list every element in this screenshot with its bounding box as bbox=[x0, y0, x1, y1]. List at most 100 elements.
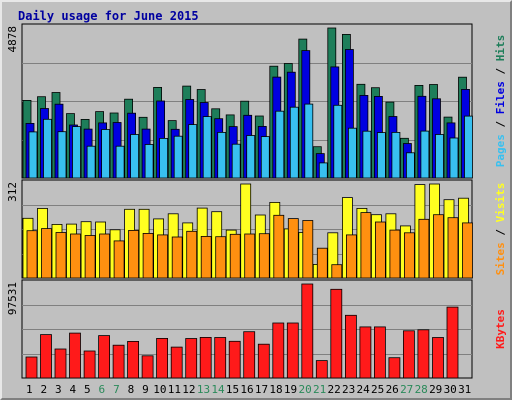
bar-kbytes-day-26 bbox=[388, 357, 401, 379]
bar-pages-day-16 bbox=[246, 135, 256, 179]
panel-visits_sites-legend: Sites / Visits bbox=[494, 183, 507, 276]
bar-pages-day-18 bbox=[275, 110, 285, 179]
bar-sites-day-16 bbox=[244, 233, 256, 279]
bar-sites-day-14 bbox=[215, 236, 227, 279]
x-tick-label-day-6: 6 bbox=[98, 383, 105, 396]
bar-pages-day-14 bbox=[217, 131, 227, 179]
x-tick-label-day-7: 7 bbox=[113, 383, 120, 396]
bar-sites-day-29 bbox=[433, 214, 444, 279]
bar-sites-day-3 bbox=[55, 232, 67, 279]
legend-sites: Sites bbox=[494, 242, 507, 275]
bar-pages-day-19 bbox=[289, 106, 299, 179]
bar-pages-day-31 bbox=[464, 115, 473, 179]
bar-pages-day-5 bbox=[86, 145, 96, 179]
bar-pages-day-27 bbox=[405, 152, 415, 179]
bar-kbytes-day-12 bbox=[185, 338, 198, 379]
x-tick-label-day-26: 26 bbox=[386, 383, 399, 396]
chart-title: Daily usage for June 2015 bbox=[18, 9, 199, 23]
bar-sites-day-17 bbox=[258, 233, 270, 279]
x-tick-label-day-18: 18 bbox=[269, 383, 282, 396]
bar-sites-day-2 bbox=[41, 228, 52, 279]
x-tick-label-day-20: 20 bbox=[298, 383, 311, 396]
bar-kbytes-day-27 bbox=[402, 330, 415, 379]
bar-kbytes-day-8 bbox=[127, 340, 139, 379]
bar-pages-day-24 bbox=[362, 130, 372, 179]
bar-pages-day-30 bbox=[449, 137, 459, 179]
legend-hits: Hits bbox=[494, 35, 507, 62]
panel-hits_files_pages-legend: Pages / Files / Hits bbox=[494, 35, 507, 168]
legend-separator: / bbox=[494, 222, 507, 242]
bar-sites-day-5 bbox=[84, 235, 96, 279]
bar-sites-day-15 bbox=[229, 233, 241, 279]
bar-sites-day-26 bbox=[389, 229, 401, 279]
x-tick-label-day-21: 21 bbox=[313, 383, 326, 396]
bar-pages-day-11 bbox=[173, 135, 183, 179]
x-tick-label-day-27: 27 bbox=[400, 383, 413, 396]
x-tick-label-day-15: 15 bbox=[226, 383, 239, 396]
x-tick-label-day-11: 11 bbox=[168, 383, 181, 396]
bar-kbytes-day-3 bbox=[54, 348, 67, 379]
bar-kbytes-day-16 bbox=[243, 331, 256, 379]
bar-pages-day-28 bbox=[420, 130, 430, 179]
bar-kbytes-day-15 bbox=[228, 340, 241, 379]
bar-kbytes-day-9 bbox=[141, 355, 154, 379]
bar-pages-day-21 bbox=[318, 162, 328, 179]
bar-sites-day-31 bbox=[462, 222, 473, 279]
x-tick-label-day-30: 30 bbox=[444, 383, 457, 396]
x-tick-label-day-3: 3 bbox=[55, 383, 62, 396]
bar-sites-day-21 bbox=[316, 247, 328, 279]
bar-kbytes-day-25 bbox=[373, 326, 386, 379]
bar-pages-day-17 bbox=[260, 136, 270, 179]
bar-sites-day-18 bbox=[273, 214, 285, 279]
bar-pages-day-8 bbox=[130, 134, 140, 179]
bar-kbytes-day-6 bbox=[98, 335, 110, 379]
x-tick-label-day-13: 13 bbox=[197, 383, 210, 396]
bar-sites-day-25 bbox=[374, 221, 386, 279]
bar-sites-day-27 bbox=[403, 232, 415, 279]
bar-pages-day-15 bbox=[231, 143, 241, 179]
bar-sites-day-24 bbox=[360, 212, 372, 279]
bar-kbytes-day-19 bbox=[286, 322, 299, 379]
bar-sites-day-12 bbox=[186, 230, 198, 279]
x-tick-label-day-9: 9 bbox=[142, 383, 149, 396]
bar-kbytes-day-11 bbox=[170, 346, 183, 379]
x-tick-label-day-28: 28 bbox=[415, 383, 428, 396]
bar-sites-day-28 bbox=[418, 218, 430, 279]
bar-sites-day-4 bbox=[70, 233, 81, 279]
bar-kbytes-day-2 bbox=[40, 334, 52, 379]
x-tick-label-day-2: 2 bbox=[40, 383, 47, 396]
bar-kbytes-day-22 bbox=[330, 288, 343, 379]
bar-sites-day-1 bbox=[26, 230, 38, 279]
bar-sites-day-20 bbox=[302, 220, 314, 279]
bar-pages-day-29 bbox=[435, 134, 444, 179]
x-tick-label-day-23: 23 bbox=[342, 383, 355, 396]
bar-pages-day-20 bbox=[304, 103, 314, 179]
bar-kbytes-day-20 bbox=[301, 283, 314, 379]
bar-pages-day-22 bbox=[333, 104, 343, 179]
x-tick-label-day-29: 29 bbox=[429, 383, 442, 396]
bar-kbytes-day-7 bbox=[112, 344, 125, 379]
x-tick-label-day-25: 25 bbox=[371, 383, 384, 396]
bar-kbytes-day-10 bbox=[156, 337, 169, 379]
bar-sites-day-6 bbox=[99, 233, 110, 279]
bar-pages-day-4 bbox=[72, 126, 81, 179]
bar-kbytes-day-28 bbox=[417, 329, 430, 379]
bar-sites-day-19 bbox=[287, 218, 299, 279]
x-tick-label-day-12: 12 bbox=[182, 383, 195, 396]
legend-visits: Visits bbox=[494, 183, 507, 223]
x-tick-label-day-19: 19 bbox=[284, 383, 297, 396]
bar-kbytes-day-1 bbox=[25, 356, 38, 379]
bar-sites-day-10 bbox=[157, 234, 169, 279]
bar-pages-day-25 bbox=[376, 132, 386, 179]
bar-kbytes-day-21 bbox=[315, 360, 328, 379]
bar-pages-day-6 bbox=[101, 129, 110, 179]
legend-files: Files bbox=[494, 81, 507, 114]
x-tick-label-day-4: 4 bbox=[69, 383, 76, 396]
bar-kbytes-day-24 bbox=[359, 326, 372, 379]
panel-kbytes-max-label: 97531 bbox=[6, 282, 19, 315]
bar-kbytes-day-5 bbox=[83, 350, 96, 379]
bar-sites-day-11 bbox=[171, 236, 183, 279]
bar-sites-day-8 bbox=[128, 229, 139, 279]
x-tick-label-day-24: 24 bbox=[356, 383, 370, 396]
